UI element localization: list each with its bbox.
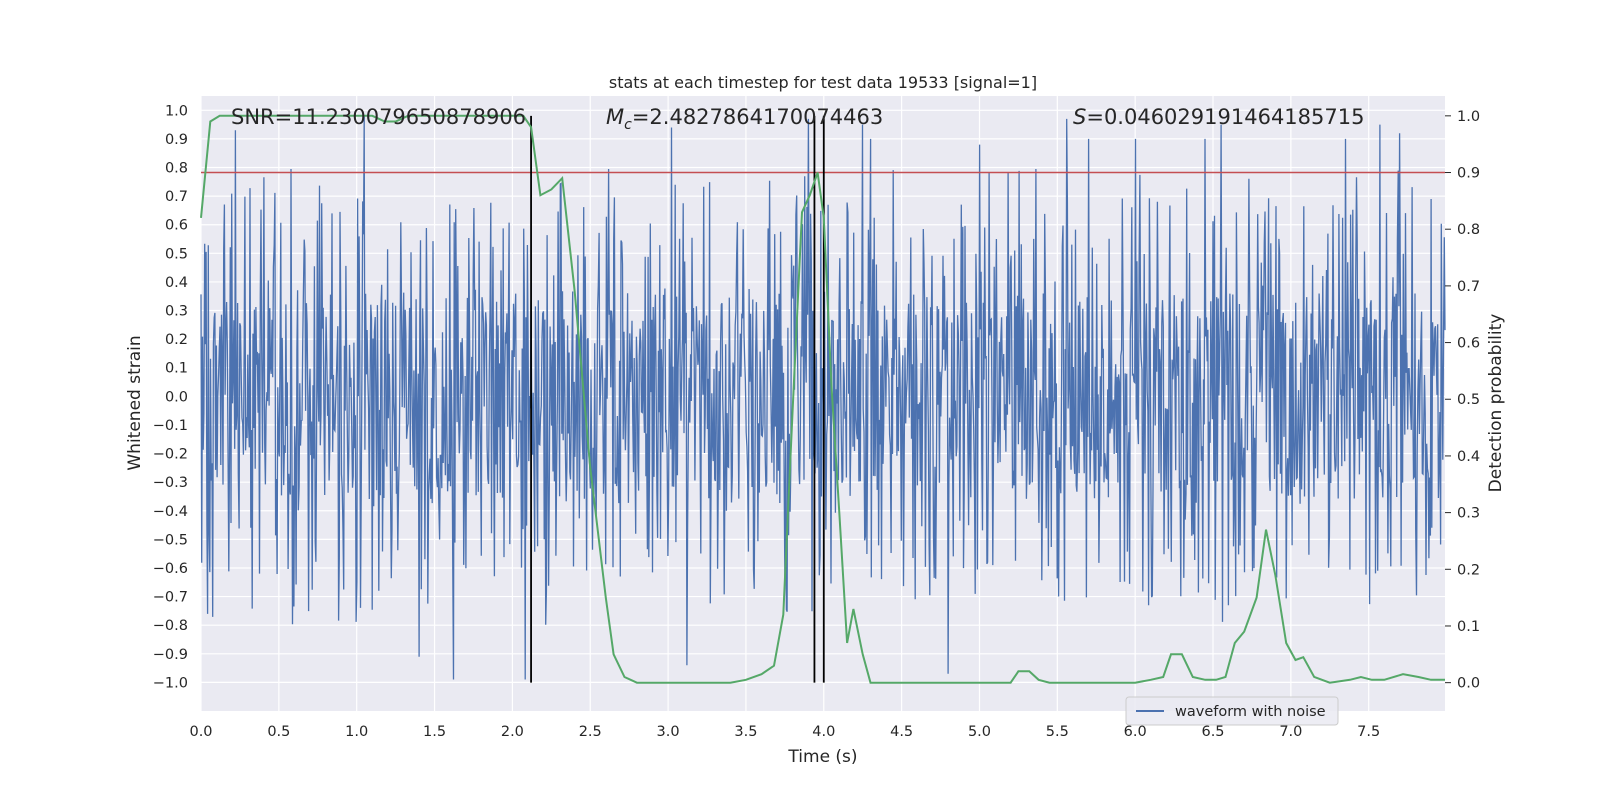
y-axis-label-right: Detection probability [1486, 314, 1506, 493]
y-tick-label-left: 0.2 [165, 332, 188, 348]
x-tick-label: 1.5 [423, 724, 446, 740]
s-value: =0.046029191464185715 [1086, 105, 1364, 129]
y-tick-label-left: 0.3 [165, 304, 188, 320]
y-tick-label-right: 0.2 [1457, 562, 1480, 578]
x-tick-label: 5.5 [1046, 724, 1069, 740]
probability-line [200, 114, 1445, 684]
legend-label: waveform with noise [1175, 704, 1326, 720]
chirp-mass-subscript: c [624, 117, 632, 133]
s-annotation: S=0.046029191464185715 [1073, 105, 1364, 129]
probability-series [200, 114, 1445, 684]
y-tick-label-left: 0.0 [165, 389, 188, 405]
chirp-mass-symbol: M [606, 105, 624, 129]
y-axis-label-left: Whitened strain [125, 335, 145, 470]
x-tick-label: 4.0 [812, 724, 835, 740]
y-tick-label-left: −0.2 [153, 447, 188, 463]
y-tick-label-right: 0.8 [1457, 222, 1480, 238]
x-axis-label: Time (s) [787, 747, 857, 767]
chirp-mass-value: =2.4827864170074463 [632, 105, 883, 129]
x-tick-label: 0.5 [267, 724, 290, 740]
x-tick-label: 6.0 [1124, 724, 1147, 740]
chirp-mass-annotation: Mc=2.4827864170074463 [606, 105, 883, 133]
y-tick-label-left: 0.6 [165, 218, 188, 234]
y-tick-label-right: 0.7 [1457, 279, 1480, 295]
y-tick-label-left: 0.8 [165, 161, 188, 177]
y-tick-label-left: −0.7 [153, 590, 188, 606]
chart-title: stats at each timestep for test data 195… [609, 73, 1037, 92]
y-tick-label-left: 0.5 [165, 246, 188, 262]
y-tick-label-right: 1.0 [1457, 109, 1480, 125]
x-tick-label: 5.0 [968, 724, 991, 740]
y-tick-label-left: 1.0 [165, 103, 188, 119]
y-tick-label-left: 0.1 [165, 361, 188, 377]
x-tick-label: 2.5 [579, 724, 602, 740]
y-tick-label-right: 0.5 [1457, 392, 1480, 408]
x-tick-label: 6.5 [1201, 724, 1224, 740]
y-tick-label-right: 0.6 [1457, 336, 1480, 352]
y-tick-label-left: −0.5 [153, 532, 188, 548]
snr-annotation: SNR=11.230079650878906 [231, 105, 526, 129]
y-tick-label-left: −1.0 [153, 675, 188, 691]
ticks: 0.0 0.5 1.0 1.5 2.0 2.5 3.0 3.5 4.0 4.5 5.0 5.5 6.0 6… [153, 103, 1480, 740]
overlays [201, 115, 1445, 683]
x-tick-label: 0.0 [189, 724, 212, 740]
y-tick-label-left: −0.4 [153, 504, 188, 520]
y-tick-label-right: 0.4 [1457, 449, 1480, 465]
y-tick-label-left: −0.8 [153, 618, 188, 634]
x-tick-label: 2.0 [501, 724, 524, 740]
y-tick-label-left: −0.3 [153, 475, 188, 491]
x-tick-label: 1.0 [345, 724, 368, 740]
y-tick-label-right: 0.3 [1457, 506, 1480, 522]
y-tick-label-left: −0.1 [153, 418, 188, 434]
y-tick-label-right: 0.0 [1457, 676, 1480, 692]
legend: waveform with noise [1125, 696, 1339, 726]
x-tick-label: 4.5 [890, 724, 913, 740]
y-tick-label-right: 0.1 [1457, 619, 1480, 635]
y-tick-label-left: −0.6 [153, 561, 188, 577]
x-tick-label: 7.0 [1279, 724, 1302, 740]
x-tick-label: 3.0 [657, 724, 680, 740]
y-tick-label-left: 0.9 [165, 132, 188, 148]
y-tick-label-left: −0.9 [153, 647, 188, 663]
legend-box [1125, 696, 1339, 726]
y-tick-label-left: 0.7 [165, 189, 188, 205]
y-tick-label-right: 0.9 [1457, 166, 1480, 182]
s-symbol: S [1073, 105, 1086, 129]
x-tick-label: 3.5 [734, 724, 757, 740]
y-tick-label-left: 0.4 [165, 275, 188, 291]
x-tick-label: 7.5 [1357, 724, 1380, 740]
